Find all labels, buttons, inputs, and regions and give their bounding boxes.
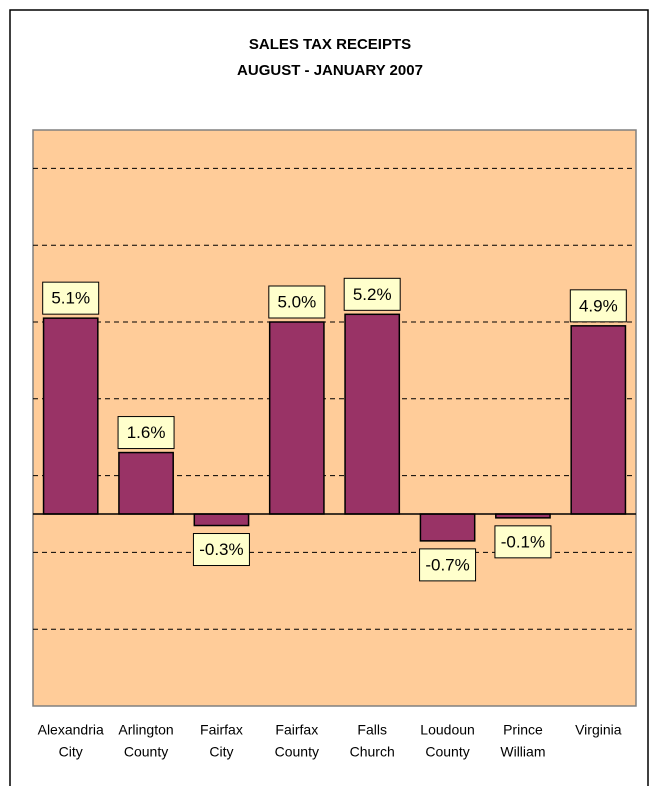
bar (419, 513, 476, 542)
x-tick-label: Church (350, 744, 395, 760)
x-tick-label: Falls (357, 722, 387, 738)
value-label-box (569, 289, 627, 323)
bar (118, 451, 174, 515)
bar (570, 325, 627, 515)
value-label: -0.1% (501, 532, 545, 551)
x-tick-label: Arlington (118, 722, 173, 738)
bar (344, 313, 401, 515)
x-tick-label: Prince (503, 722, 543, 738)
x-tick-label: County (275, 744, 319, 760)
x-tick-label: City (209, 744, 233, 760)
value-label-box (42, 281, 100, 315)
x-tick-label: Loudoun (420, 722, 475, 738)
value-label: 4.9% (579, 296, 618, 315)
bar (268, 321, 325, 515)
value-label-box (117, 416, 175, 450)
x-tick-label: William (500, 744, 545, 760)
chart-frame (9, 9, 649, 786)
x-tick-label: Alexandria (38, 722, 104, 738)
value-label: 1.6% (127, 423, 166, 442)
value-label-box (192, 533, 250, 567)
value-label: 5.1% (51, 289, 90, 308)
value-label-box (268, 285, 326, 319)
value-label: 5.2% (353, 285, 392, 304)
x-tick-label: City (59, 744, 83, 760)
x-tick-label: County (425, 744, 469, 760)
value-label-box (343, 277, 401, 311)
value-label: -0.3% (199, 540, 243, 559)
value-label: 5.0% (277, 292, 316, 311)
chart-subtitle: AUGUST - JANUARY 2007 (237, 62, 423, 79)
bar (42, 317, 99, 515)
x-tick-label: Fairfax (275, 722, 318, 738)
x-tick-label: County (124, 744, 168, 760)
value-label-box (419, 548, 477, 582)
x-tick-label: Virginia (575, 722, 622, 738)
chart-title: SALES TAX RECEIPTS (249, 36, 411, 53)
x-tick-label: Fairfax (200, 722, 243, 738)
value-label: -0.7% (425, 555, 469, 574)
value-label-box (494, 525, 552, 559)
bar (193, 513, 250, 527)
